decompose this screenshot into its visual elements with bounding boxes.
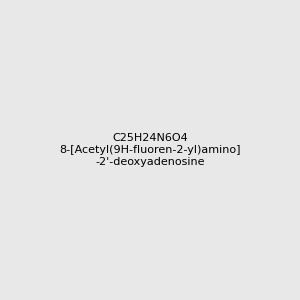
Text: C25H24N6O4
8-[Acetyl(9H-fluoren-2-yl)amino]
-2'-deoxyadenosine: C25H24N6O4 8-[Acetyl(9H-fluoren-2-yl)ami…: [59, 134, 241, 166]
